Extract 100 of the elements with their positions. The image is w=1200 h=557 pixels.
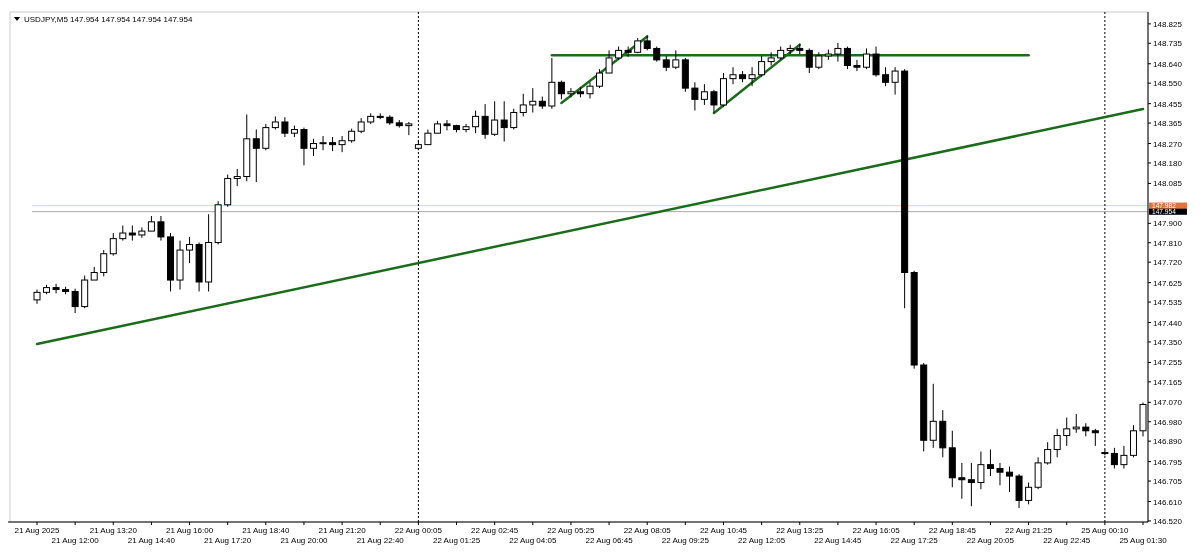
x-tick-label: 21 Aug 2025 xyxy=(14,526,61,535)
candlestick xyxy=(500,100,508,143)
x-tick-label: 21 Aug 12:00 xyxy=(51,536,100,545)
x-tick-label: 22 Aug 18:45 xyxy=(928,526,977,535)
y-tick-label: 147.625 xyxy=(1153,278,1183,288)
candlestick xyxy=(605,49,613,74)
y-tick-label: 146.795 xyxy=(1153,457,1183,467)
x-tick-label: 21 Aug 21:20 xyxy=(318,526,367,535)
candlestick xyxy=(863,47,870,70)
candlestick xyxy=(548,57,556,110)
candlestick xyxy=(882,66,890,87)
y-tick-label: 148.270 xyxy=(1153,139,1183,149)
y-tick-label: 146.980 xyxy=(1153,417,1183,427)
candlestick xyxy=(557,80,565,100)
candlestick xyxy=(586,81,594,99)
x-tick-label: 22 Aug 04:05 xyxy=(509,536,557,545)
candlestick xyxy=(100,249,108,277)
candlestick xyxy=(510,108,518,131)
candlestick xyxy=(481,103,489,140)
candlestick xyxy=(262,123,270,151)
y-tick-label: 148.640 xyxy=(1153,59,1183,69)
x-tick-label: 21 Aug 18:40 xyxy=(242,526,290,535)
candlestick xyxy=(109,232,117,257)
x-tick-label: 22 Aug 08:05 xyxy=(623,526,672,535)
candlestick xyxy=(929,383,937,449)
x-tick-label: 21 Aug 20:00 xyxy=(280,536,329,545)
candlestick xyxy=(958,462,966,500)
y-tick-label: 148.735 xyxy=(1153,39,1183,49)
candlestick xyxy=(672,49,680,70)
y-tick-label: 147.720 xyxy=(1153,258,1183,268)
candlestick xyxy=(281,116,289,138)
candlestick xyxy=(700,83,708,106)
candlestick xyxy=(319,135,327,151)
candlestick xyxy=(338,135,346,153)
candlestick xyxy=(1072,413,1080,434)
x-tick-label: 25 Aug 01:30 xyxy=(1119,536,1168,545)
candlestick xyxy=(472,110,480,134)
candlestick xyxy=(1063,417,1071,447)
candlestick xyxy=(758,55,766,78)
candlestick xyxy=(1053,428,1061,458)
candlestick xyxy=(1110,447,1118,470)
candlestick xyxy=(805,47,813,74)
candlestick xyxy=(710,89,718,113)
candlestick xyxy=(977,450,985,490)
candlestick xyxy=(891,66,899,96)
y-tick-label: 147.810 xyxy=(1153,238,1183,248)
x-tick-label: 22 Aug 16:05 xyxy=(852,526,901,535)
candlestick xyxy=(491,100,499,137)
y-tick-label: 147.255 xyxy=(1153,358,1183,368)
x-tick-label: 22 Aug 22:45 xyxy=(1043,536,1091,545)
candlestick xyxy=(52,283,60,294)
x-tick-label: 22 Aug 09:25 xyxy=(661,536,710,545)
x-tick-label: 22 Aug 02:45 xyxy=(471,526,519,535)
y-tick-label: 147.165 xyxy=(1153,377,1183,387)
y-tick-label: 148.365 xyxy=(1153,119,1183,129)
candlestick xyxy=(843,46,851,70)
x-tick-label: 21 Aug 17:20 xyxy=(204,536,252,545)
candlestick xyxy=(300,127,308,166)
x-tick-label: 22 Aug 13:25 xyxy=(776,526,824,535)
y-tick-label: 146.705 xyxy=(1153,477,1183,487)
y-tick-label: 148.455 xyxy=(1153,99,1183,109)
y-tick-label: 147.070 xyxy=(1153,398,1183,408)
y-tick-label: 147.900 xyxy=(1153,219,1183,229)
candlestick xyxy=(157,215,165,242)
x-tick-label: 22 Aug 06:45 xyxy=(585,536,634,545)
y-tick-label: 147.440 xyxy=(1153,318,1183,328)
y-tick-label: 146.890 xyxy=(1153,437,1183,447)
x-tick-label: 22 Aug 20:05 xyxy=(966,536,1015,545)
y-tick-label: 146.610 xyxy=(1153,497,1183,507)
candlestick xyxy=(986,449,994,477)
y-tick-label: 148.085 xyxy=(1153,179,1183,189)
x-tick-label: 22 Aug 00:05 xyxy=(394,526,443,535)
y-tick-label: 148.825 xyxy=(1153,19,1183,29)
candlestick xyxy=(853,59,861,72)
candlestick xyxy=(567,87,575,98)
x-tick-label: 21 Aug 13:20 xyxy=(89,526,138,535)
x-tick-label: 22 Aug 05:25 xyxy=(547,526,596,535)
x-tick-label: 21 Aug 14:40 xyxy=(127,536,176,545)
y-tick-label: 146.520 xyxy=(1153,516,1183,526)
chart-title: USDJPY,M5 147.954 147.954 147.954 147.954 xyxy=(24,15,193,24)
x-tick-label: 22 Aug 17:25 xyxy=(890,536,939,545)
candlestick xyxy=(519,93,527,117)
y-tick-label: 148.550 xyxy=(1153,79,1183,89)
candlestick xyxy=(71,288,79,314)
candlestick xyxy=(996,462,1004,486)
candlestick xyxy=(1044,441,1052,466)
candlestick xyxy=(1120,445,1128,470)
candlestick xyxy=(729,66,737,85)
candlestick xyxy=(1025,482,1033,505)
candlestick xyxy=(1006,466,1014,493)
candlestick xyxy=(462,123,470,133)
x-tick-label: 21 Aug 22:40 xyxy=(356,536,405,545)
candlestick xyxy=(967,462,975,507)
x-tick-label: 22 Aug 10:45 xyxy=(699,526,748,535)
x-tick-label: 21 Aug 16:00 xyxy=(165,526,214,535)
y-tick-label: 148.180 xyxy=(1153,158,1183,168)
candlestick xyxy=(691,81,699,112)
candlestick xyxy=(624,46,632,58)
candlestick xyxy=(596,68,604,89)
candlestick xyxy=(529,87,537,113)
